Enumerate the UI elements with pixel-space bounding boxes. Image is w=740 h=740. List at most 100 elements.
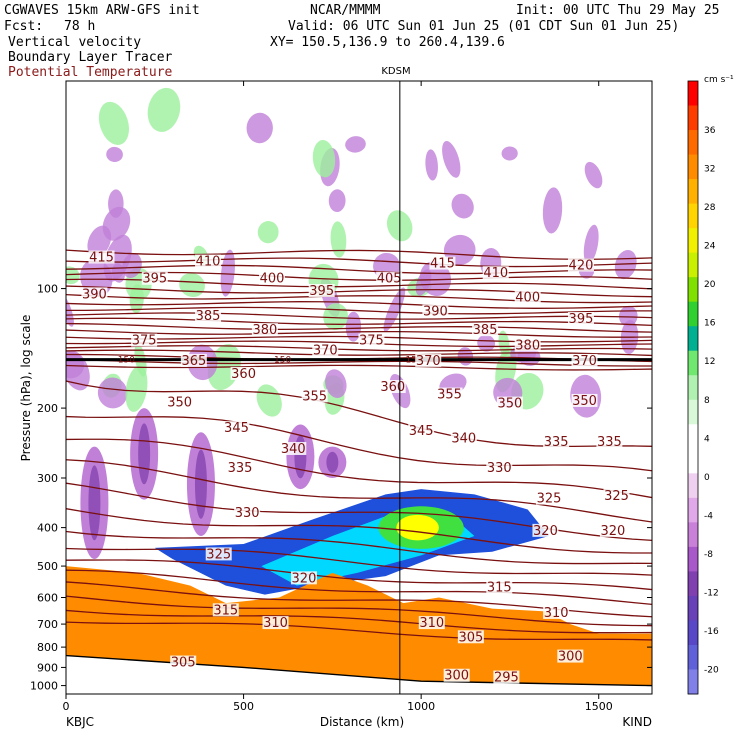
field-potential-temperature: Potential Temperature: [8, 65, 173, 80]
theta-label-text: 405: [377, 272, 402, 287]
colorbar-swatch: [688, 228, 698, 254]
theta-label-text: 315: [487, 581, 512, 596]
theta-label: 420: [567, 258, 594, 274]
theta-label-text: 340: [281, 442, 306, 457]
theta-label-text: 335: [544, 435, 569, 450]
forecast-label: Fcst:: [4, 19, 44, 34]
colorbar-label: 16: [704, 319, 716, 329]
colorbar-label: 32: [704, 165, 715, 175]
colorbar-label: 8: [704, 396, 710, 406]
theta-label-bg: [596, 435, 623, 449]
theta-label: 330: [234, 506, 261, 521]
theta-label-bg: [543, 435, 570, 449]
theta-label-bg: [212, 603, 239, 617]
colorbar-label: 24: [704, 242, 716, 252]
theta-label-text: 370: [572, 354, 597, 369]
colorbar-swatch: [688, 350, 698, 376]
theta-label-text: 310: [544, 606, 569, 621]
isentrope: [66, 312, 652, 320]
theta-label-bg: [131, 333, 158, 347]
theta-label: 370: [571, 353, 598, 369]
colorbar-swatch: [688, 154, 698, 180]
isentrope: [66, 294, 652, 304]
colorbar-swatch: [688, 595, 698, 621]
colorbar-label: -20: [704, 665, 719, 675]
theta-label-text: 385: [196, 309, 221, 324]
y-tick-label: 700: [37, 618, 58, 631]
theta-label-bg: [567, 312, 594, 326]
theta-label-bg: [543, 605, 570, 619]
isentrope: [66, 508, 652, 554]
theta-label: 370: [415, 353, 442, 369]
theta-label: 320: [599, 523, 626, 539]
colorbar: 36 32 28 24 20 16 12 8 4 0 -4 -8 -12 -16 -20: [687, 80, 719, 695]
station-left-label: KBJC: [66, 715, 94, 729]
theta-label: 390: [81, 287, 108, 302]
colorbar-swatch: [688, 473, 698, 499]
theta-label-bg: [514, 290, 541, 304]
theta-label: 395: [567, 312, 594, 327]
theta-label: 405: [376, 271, 403, 287]
tropopause-label: 150: [118, 356, 135, 366]
theta-label-bg: [170, 655, 197, 669]
theta-label-text: 310: [263, 616, 288, 631]
theta-label-bg: [514, 338, 541, 352]
theta-label-bg: [532, 523, 559, 537]
y-tick-label: 400: [37, 522, 58, 535]
theta-label-text: 355: [302, 389, 327, 404]
theta-label-bg: [227, 461, 254, 475]
theta-label-text: 340: [451, 432, 476, 447]
isentrope: [66, 301, 652, 309]
downdraft-patch: [66, 350, 90, 391]
y-tick-label: 100: [37, 283, 58, 296]
colorbar-swatch: [688, 277, 698, 303]
theta-label-bg: [81, 287, 108, 301]
tropopause-label: 150: [274, 356, 291, 366]
theta-label-bg: [418, 616, 445, 630]
theta-label: 295: [493, 670, 520, 686]
isentrope: [66, 569, 652, 606]
isentrope: [66, 249, 652, 260]
theta-label-bg: [280, 441, 307, 455]
theta-label-bg: [166, 395, 193, 409]
forecast-hours: 78 h: [64, 19, 96, 34]
isentrope: [66, 530, 652, 565]
theta-label-text: 370: [416, 354, 441, 369]
theta-label-text: 345: [409, 424, 434, 439]
theta-label-text: 415: [430, 257, 455, 272]
theta-label-text: 350: [167, 396, 192, 411]
theta-label: 335: [596, 435, 623, 450]
theta-label-text: 345: [224, 421, 249, 436]
theta-label-bg: [571, 393, 598, 407]
theta-label-text: 415: [89, 251, 114, 266]
downdraft-patch: [345, 136, 366, 153]
theta-label: 325: [205, 547, 232, 562]
theta-label-bg: [493, 670, 520, 684]
theta-label: 410: [195, 254, 222, 270]
updraft-patch: [179, 273, 206, 298]
updraft-patch: [125, 365, 148, 412]
colorbar-swatch: [688, 424, 698, 450]
isentrope: [66, 621, 652, 641]
colorbar-swatch: [688, 203, 698, 229]
theta-label: 390: [422, 304, 449, 320]
theta-label-bg: [567, 258, 594, 272]
theta-label: 320: [532, 523, 559, 539]
theta-label-text: 410: [483, 266, 508, 281]
xy-range: XY= 150.5,136.9 to 260.4,139.6: [270, 35, 505, 50]
theta-label-bg: [415, 353, 442, 367]
downdraft-core: [138, 423, 151, 485]
theta-label-text: 310: [419, 616, 444, 631]
downdraft-patch: [451, 193, 474, 219]
downdraft-patch: [501, 146, 518, 161]
colorbar-unit: cm s⁻¹: [704, 75, 734, 85]
theta-label: 315: [486, 580, 513, 596]
colorbar-swatch: [688, 301, 698, 327]
colorbar-swatch: [688, 546, 698, 572]
downdraft-patch: [442, 140, 461, 178]
theta-label-text: 300: [444, 669, 469, 684]
theta-label: 340: [450, 431, 477, 447]
theta-label: 345: [223, 421, 250, 436]
theta-label-bg: [312, 343, 339, 357]
